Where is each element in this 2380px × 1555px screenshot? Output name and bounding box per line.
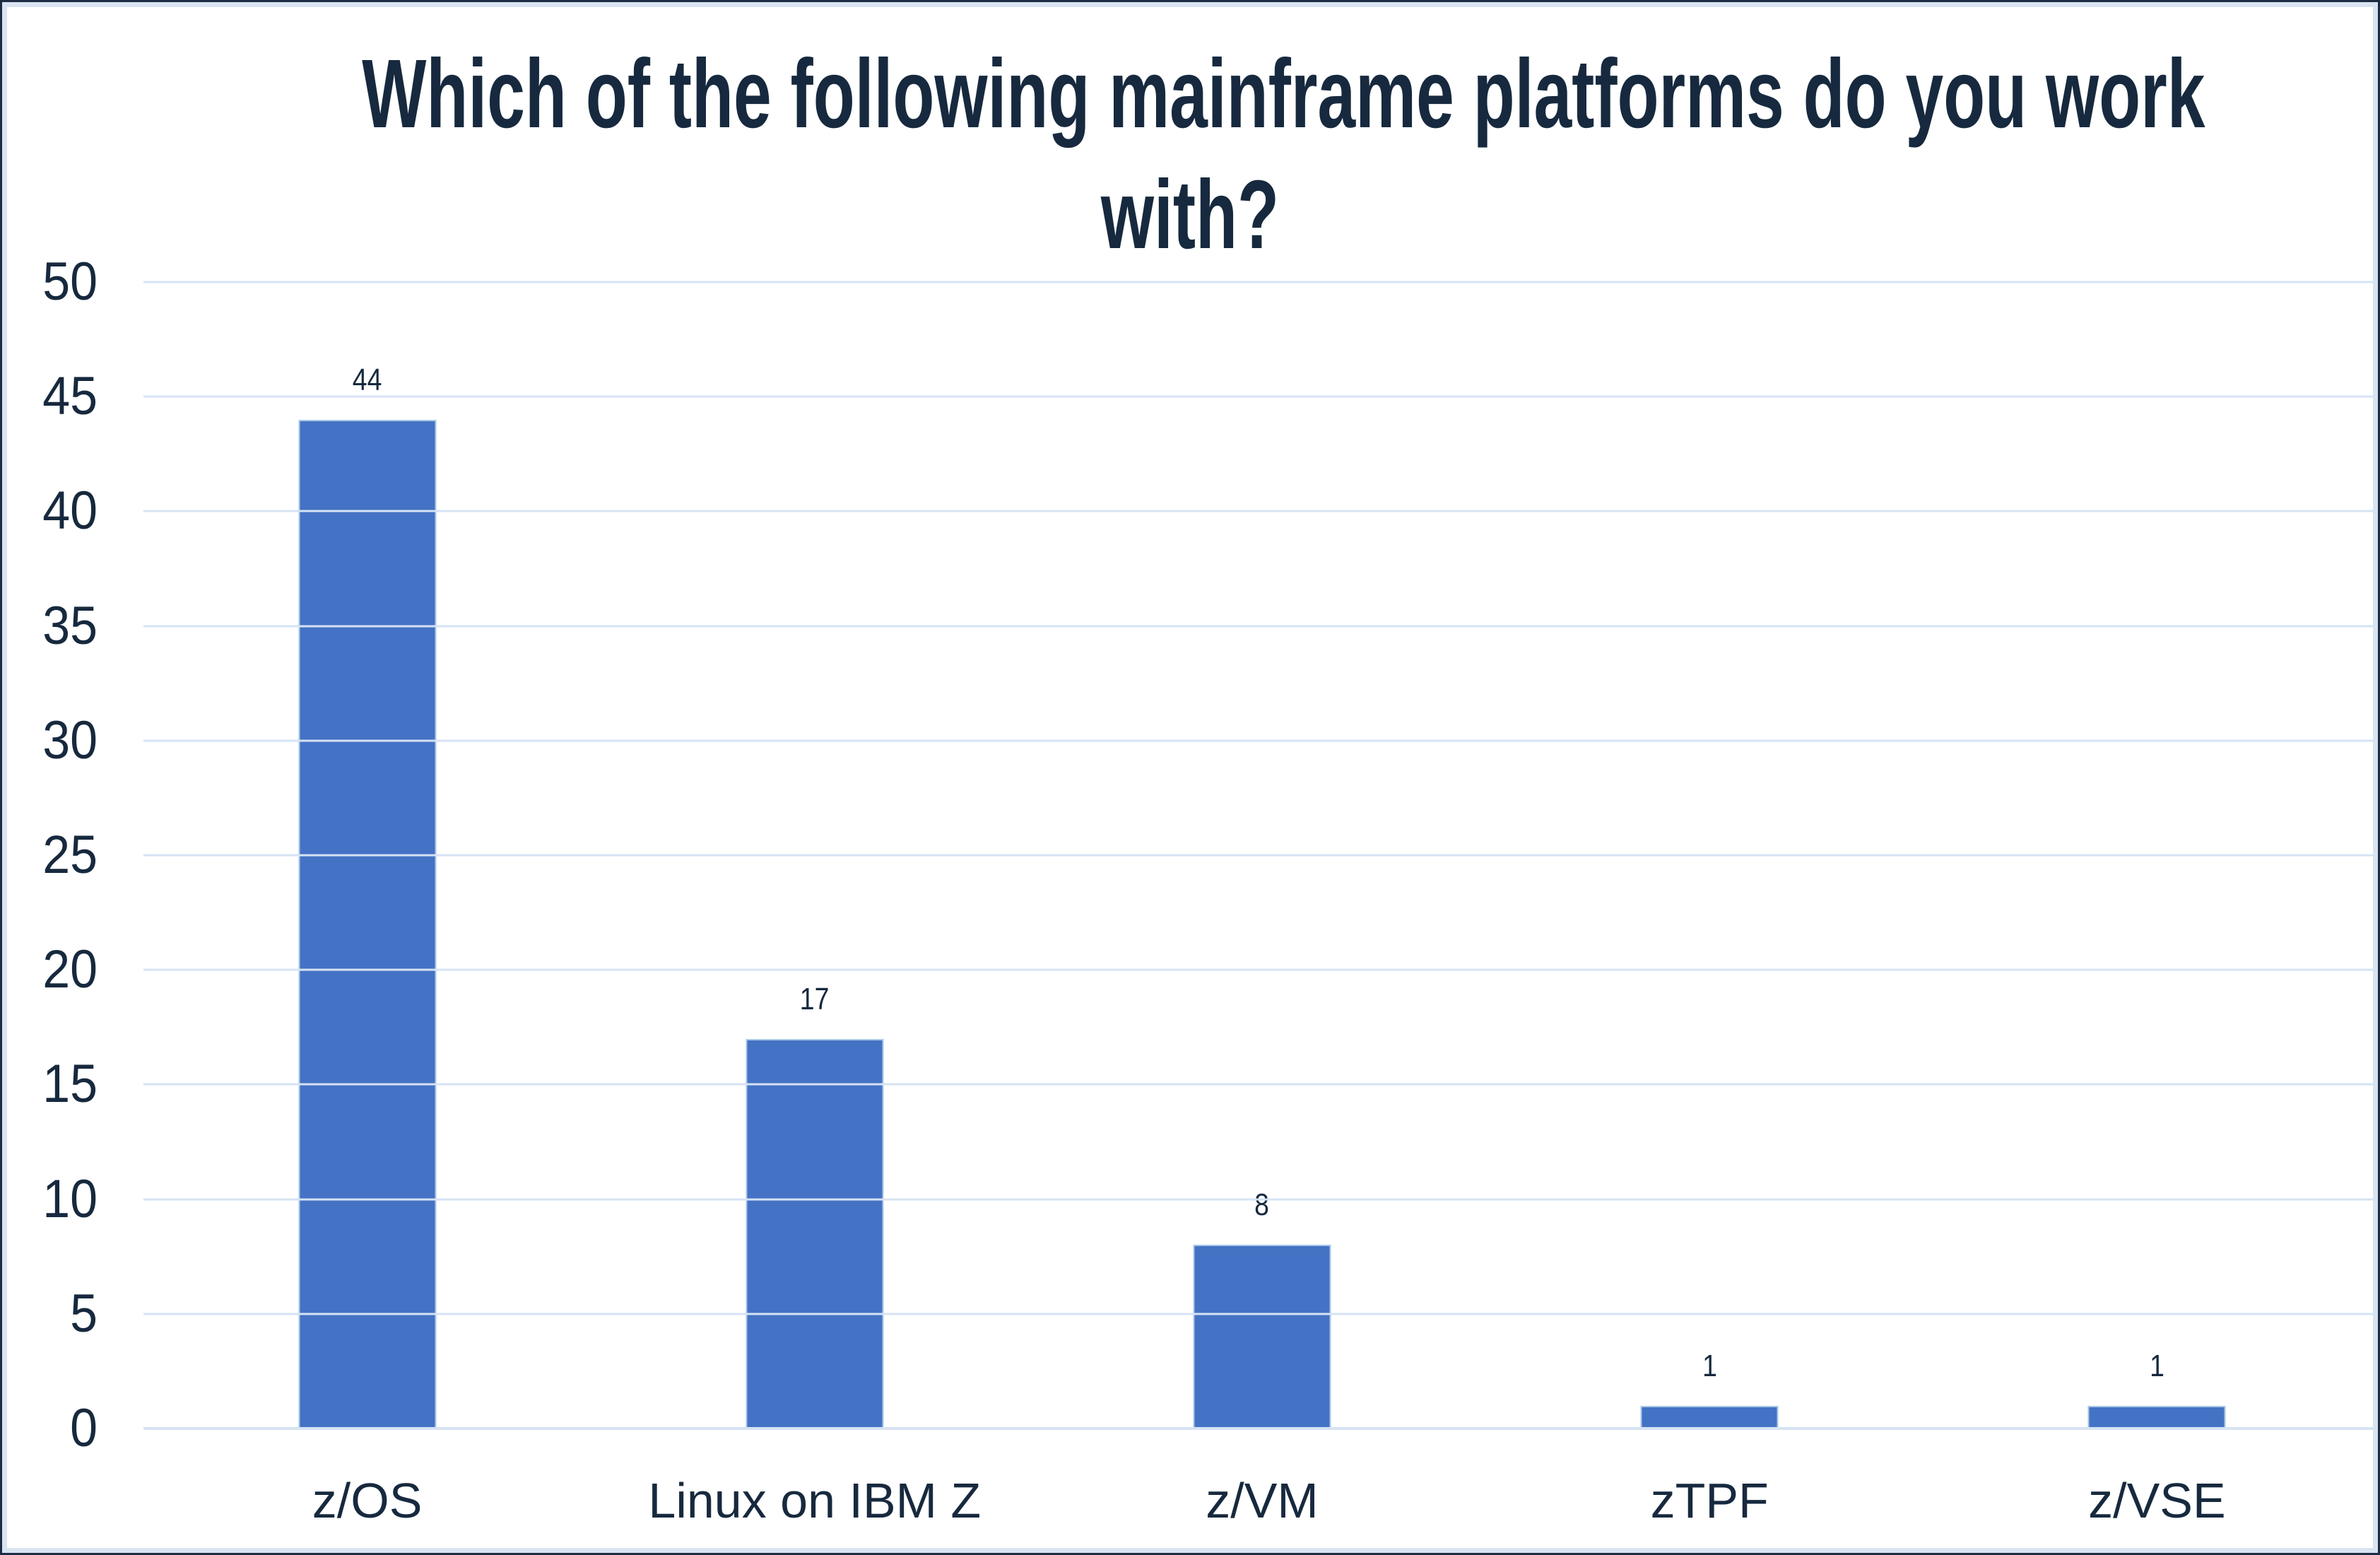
bar	[746, 1038, 884, 1428]
bar-slot: 1	[1486, 282, 1933, 1428]
bar-value-label: 44	[352, 362, 382, 397]
x-category-label: z/VSE	[2088, 1473, 2226, 1528]
y-tick-label: 40	[42, 481, 98, 541]
bar-slot: 17	[591, 282, 1038, 1428]
y-tick-label: 5	[70, 1283, 98, 1344]
y-tick-label: 50	[42, 252, 98, 312]
y-tick-label: 35	[42, 595, 98, 656]
bar-value-label: 1	[1702, 1348, 1717, 1383]
x-category-label: zTPF	[1650, 1473, 1769, 1528]
bar	[1640, 1405, 1779, 1428]
bar-slot: 1	[1933, 282, 2373, 1428]
bar-slot: 8	[1038, 282, 1485, 1428]
chart-title: Which of the following mainframe platfor…	[362, 34, 2205, 276]
x-category-label: z/VM	[1206, 1473, 1319, 1528]
y-tick-label: 20	[42, 939, 98, 1000]
y-axis: 0 5 10 15 20 25 30 35 40 45 50	[7, 252, 98, 1458]
chart-title-line-2: with?	[1100, 160, 1280, 269]
x-axis: z/OS Linux on IBM Z z/VM zTPF z/VSE	[143, 1465, 2373, 1536]
chart-title-line-1: Which of the following mainframe platfor…	[362, 40, 2205, 148]
bar-value-label: 8	[1254, 1187, 1270, 1223]
x-category-label: z/OS	[312, 1473, 423, 1528]
plot-area: 44 17 8 1 1	[143, 281, 2373, 1430]
y-tick-label: 45	[42, 366, 98, 427]
y-tick-label: 25	[42, 825, 98, 885]
bar	[2087, 1405, 2226, 1428]
x-category-label: Linux on IBM Z	[648, 1473, 982, 1528]
bar	[1193, 1245, 1331, 1428]
bar-series: 44 17 8 1 1	[143, 282, 2373, 1428]
y-tick-label: 0	[70, 1398, 98, 1458]
y-tick-label: 30	[42, 710, 98, 770]
bar-value-label: 1	[2149, 1348, 2164, 1383]
chart-plot-background: Which of the following mainframe platfor…	[7, 7, 2373, 1548]
y-tick-label: 10	[42, 1168, 98, 1229]
bar-value-label: 17	[799, 981, 830, 1016]
bar-slot: 44	[143, 282, 591, 1428]
bar	[298, 419, 437, 1428]
y-tick-label: 15	[42, 1054, 98, 1115]
